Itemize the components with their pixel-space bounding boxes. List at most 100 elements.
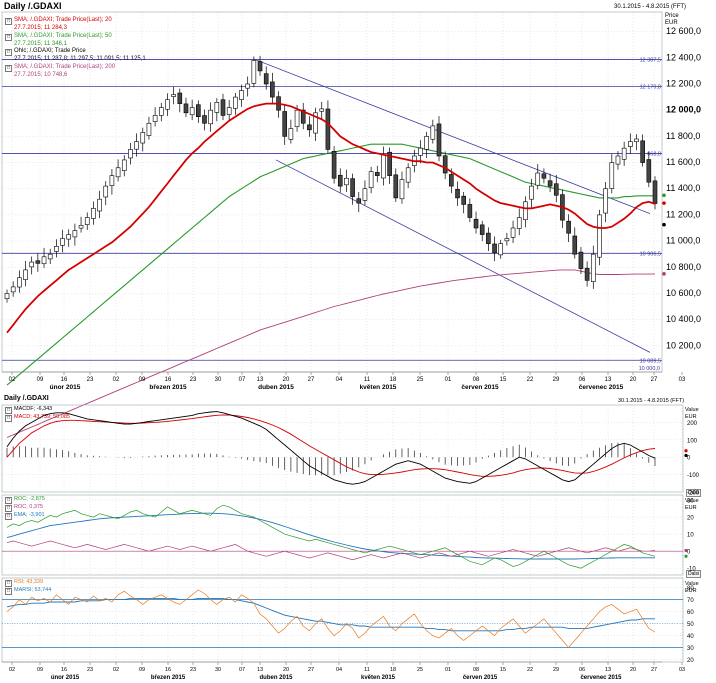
sma200-line bbox=[6, 269, 656, 438]
candle-body bbox=[220, 99, 226, 116]
legend-roc-2-icon[interactable]: □ bbox=[5, 505, 12, 512]
footer-x-tick-label: 27 bbox=[308, 667, 314, 673]
candle-body bbox=[97, 198, 102, 212]
macd-date-range: 30.1.2015 - 4.8.2015 (FFT) bbox=[618, 398, 685, 404]
footer-x-tick-label: 11 bbox=[364, 667, 370, 673]
candle-body bbox=[4, 293, 10, 299]
macd-y-tick-label: 0 bbox=[687, 456, 691, 462]
rsi-legend: □ RSI; 43,339 □ MARSI; 53,744 bbox=[5, 579, 51, 595]
candle-body bbox=[171, 94, 176, 97]
candle-body bbox=[17, 277, 22, 288]
footer-x-tick-label: 02 bbox=[9, 667, 15, 673]
ema-line bbox=[6, 512, 655, 560]
rsi-y-tick-label: 80 bbox=[687, 586, 694, 592]
candle-body bbox=[510, 227, 516, 238]
candle-body bbox=[424, 136, 429, 150]
candle-body bbox=[344, 177, 349, 186]
legend-macd-icon[interactable]: □ bbox=[5, 415, 12, 422]
main-x-tick-label: 27 bbox=[651, 377, 658, 383]
legend-ema-icon[interactable]: □ bbox=[5, 513, 12, 520]
close-end-marker bbox=[662, 222, 666, 227]
main-y-tick-label: 11 200,0 bbox=[666, 209, 700, 219]
main-y-tick-label: 10 800,0 bbox=[666, 262, 701, 272]
legend-ohlc-line1: Ohlc; /.GDAXI; Trade Price bbox=[14, 48, 86, 55]
legend-marsi-label: MARSI; 53,744 bbox=[14, 587, 52, 593]
candle-body bbox=[368, 171, 374, 188]
legend-sma200-icon[interactable]: □ bbox=[5, 64, 12, 72]
macd-y-tick-label: 200 bbox=[687, 421, 698, 427]
footer-x-tick-label: 18 bbox=[390, 667, 396, 673]
candle-body bbox=[615, 155, 621, 165]
main-y-tick-label: 11 800,0 bbox=[666, 131, 700, 141]
footer-x-tick-label: 06 bbox=[579, 667, 585, 673]
legend-sma50-icon[interactable]: □ bbox=[5, 33, 12, 41]
footer-x-tick-label: 20 bbox=[630, 667, 636, 673]
macd-ylabel-line1: Value bbox=[685, 407, 699, 413]
footer-x-tick-label: 07 bbox=[239, 667, 245, 673]
candle-body bbox=[140, 132, 146, 144]
macd-more-button[interactable]: Dalsi bbox=[686, 489, 702, 497]
footer-x-tick-label: 15 bbox=[500, 667, 506, 673]
legend-sma200: □ SMA; /.GDAXI; Trade Price(Last); 200 bbox=[5, 64, 146, 72]
candle-body bbox=[578, 251, 584, 269]
bottom-level-label: 10 000,0 bbox=[639, 366, 660, 372]
footer-x-month-label: duben 2015 bbox=[259, 675, 293, 681]
legend-roc-1-label: ROC; -2,875 bbox=[14, 496, 45, 502]
main-x-tick-label: 09 bbox=[139, 377, 146, 383]
candle-body bbox=[239, 90, 244, 100]
macd-signal-line bbox=[6, 414, 656, 477]
main-y-tick-label: 11 400,0 bbox=[666, 183, 700, 193]
legend-rsi-icon[interactable]: □ bbox=[5, 580, 12, 587]
candle-body bbox=[523, 201, 528, 221]
candle-body bbox=[516, 217, 522, 229]
candle-body bbox=[202, 115, 207, 124]
footer-x-tick-label: 09 bbox=[139, 667, 145, 673]
main-x-tick-label: 08 bbox=[473, 377, 480, 383]
footer-x-tick-label: 09 bbox=[37, 667, 43, 673]
candle-body bbox=[54, 246, 59, 252]
candle-body bbox=[535, 172, 541, 186]
roc-ylabel-line2: EUR bbox=[685, 504, 697, 511]
legend-sma50-line1: SMA; /.GDAXI; Trade Price(Last); 50 bbox=[14, 32, 112, 39]
candle-body bbox=[628, 141, 633, 147]
macd-y-tick-label: 100 bbox=[687, 438, 698, 444]
candle-body bbox=[479, 224, 485, 235]
macd-y-tick-label: -100 bbox=[687, 473, 700, 479]
candle-body bbox=[158, 107, 164, 116]
legend-macdf-icon[interactable]: □ bbox=[5, 407, 12, 414]
candle-body bbox=[109, 175, 115, 186]
legend-macdf-label: MACDF; -6,343 bbox=[14, 406, 53, 412]
main-x-tick-label: 16 bbox=[61, 377, 68, 383]
main-x-tick-label: 13 bbox=[605, 377, 612, 383]
candle-body bbox=[257, 61, 263, 72]
legend-rsi: □ RSI; 43,339 bbox=[5, 579, 51, 587]
candle-body bbox=[307, 124, 312, 131]
candle-body bbox=[10, 286, 16, 293]
macd-end-marker bbox=[684, 449, 688, 453]
footer-x-tick-label: 20 bbox=[283, 667, 289, 673]
rsi-ylabel-line1: Value bbox=[685, 581, 699, 587]
footer-x-tick-label: 13 bbox=[605, 667, 611, 673]
roc-2-line bbox=[6, 540, 656, 561]
roc-frame bbox=[1, 494, 684, 576]
candle-body bbox=[319, 108, 325, 112]
roc-more-button[interactable]: Dalsi bbox=[686, 570, 702, 578]
legend-ohlc-icon[interactable]: □ bbox=[5, 49, 12, 57]
legend-sma20-icon[interactable]: □ bbox=[5, 18, 12, 25]
candle-body bbox=[492, 243, 497, 254]
candle-body bbox=[72, 230, 78, 238]
macdf-line bbox=[6, 411, 656, 485]
macd-frame bbox=[1, 404, 684, 493]
main-x-tick-label: 01 bbox=[445, 377, 452, 383]
level-label: 11 668,8 bbox=[640, 152, 661, 158]
roc-y-tick-label: 10 bbox=[687, 533, 694, 539]
footer-x-month-label: červen 2015 bbox=[463, 675, 498, 681]
sma50-line bbox=[6, 143, 655, 386]
legend-marsi-icon[interactable]: □ bbox=[5, 588, 12, 595]
candle-body bbox=[41, 256, 47, 265]
candle-body bbox=[399, 179, 405, 200]
roc-y-tick-label: 20 bbox=[687, 516, 694, 522]
candle-body bbox=[35, 260, 41, 264]
main-y-tick-label: 11 000,0 bbox=[666, 236, 700, 246]
